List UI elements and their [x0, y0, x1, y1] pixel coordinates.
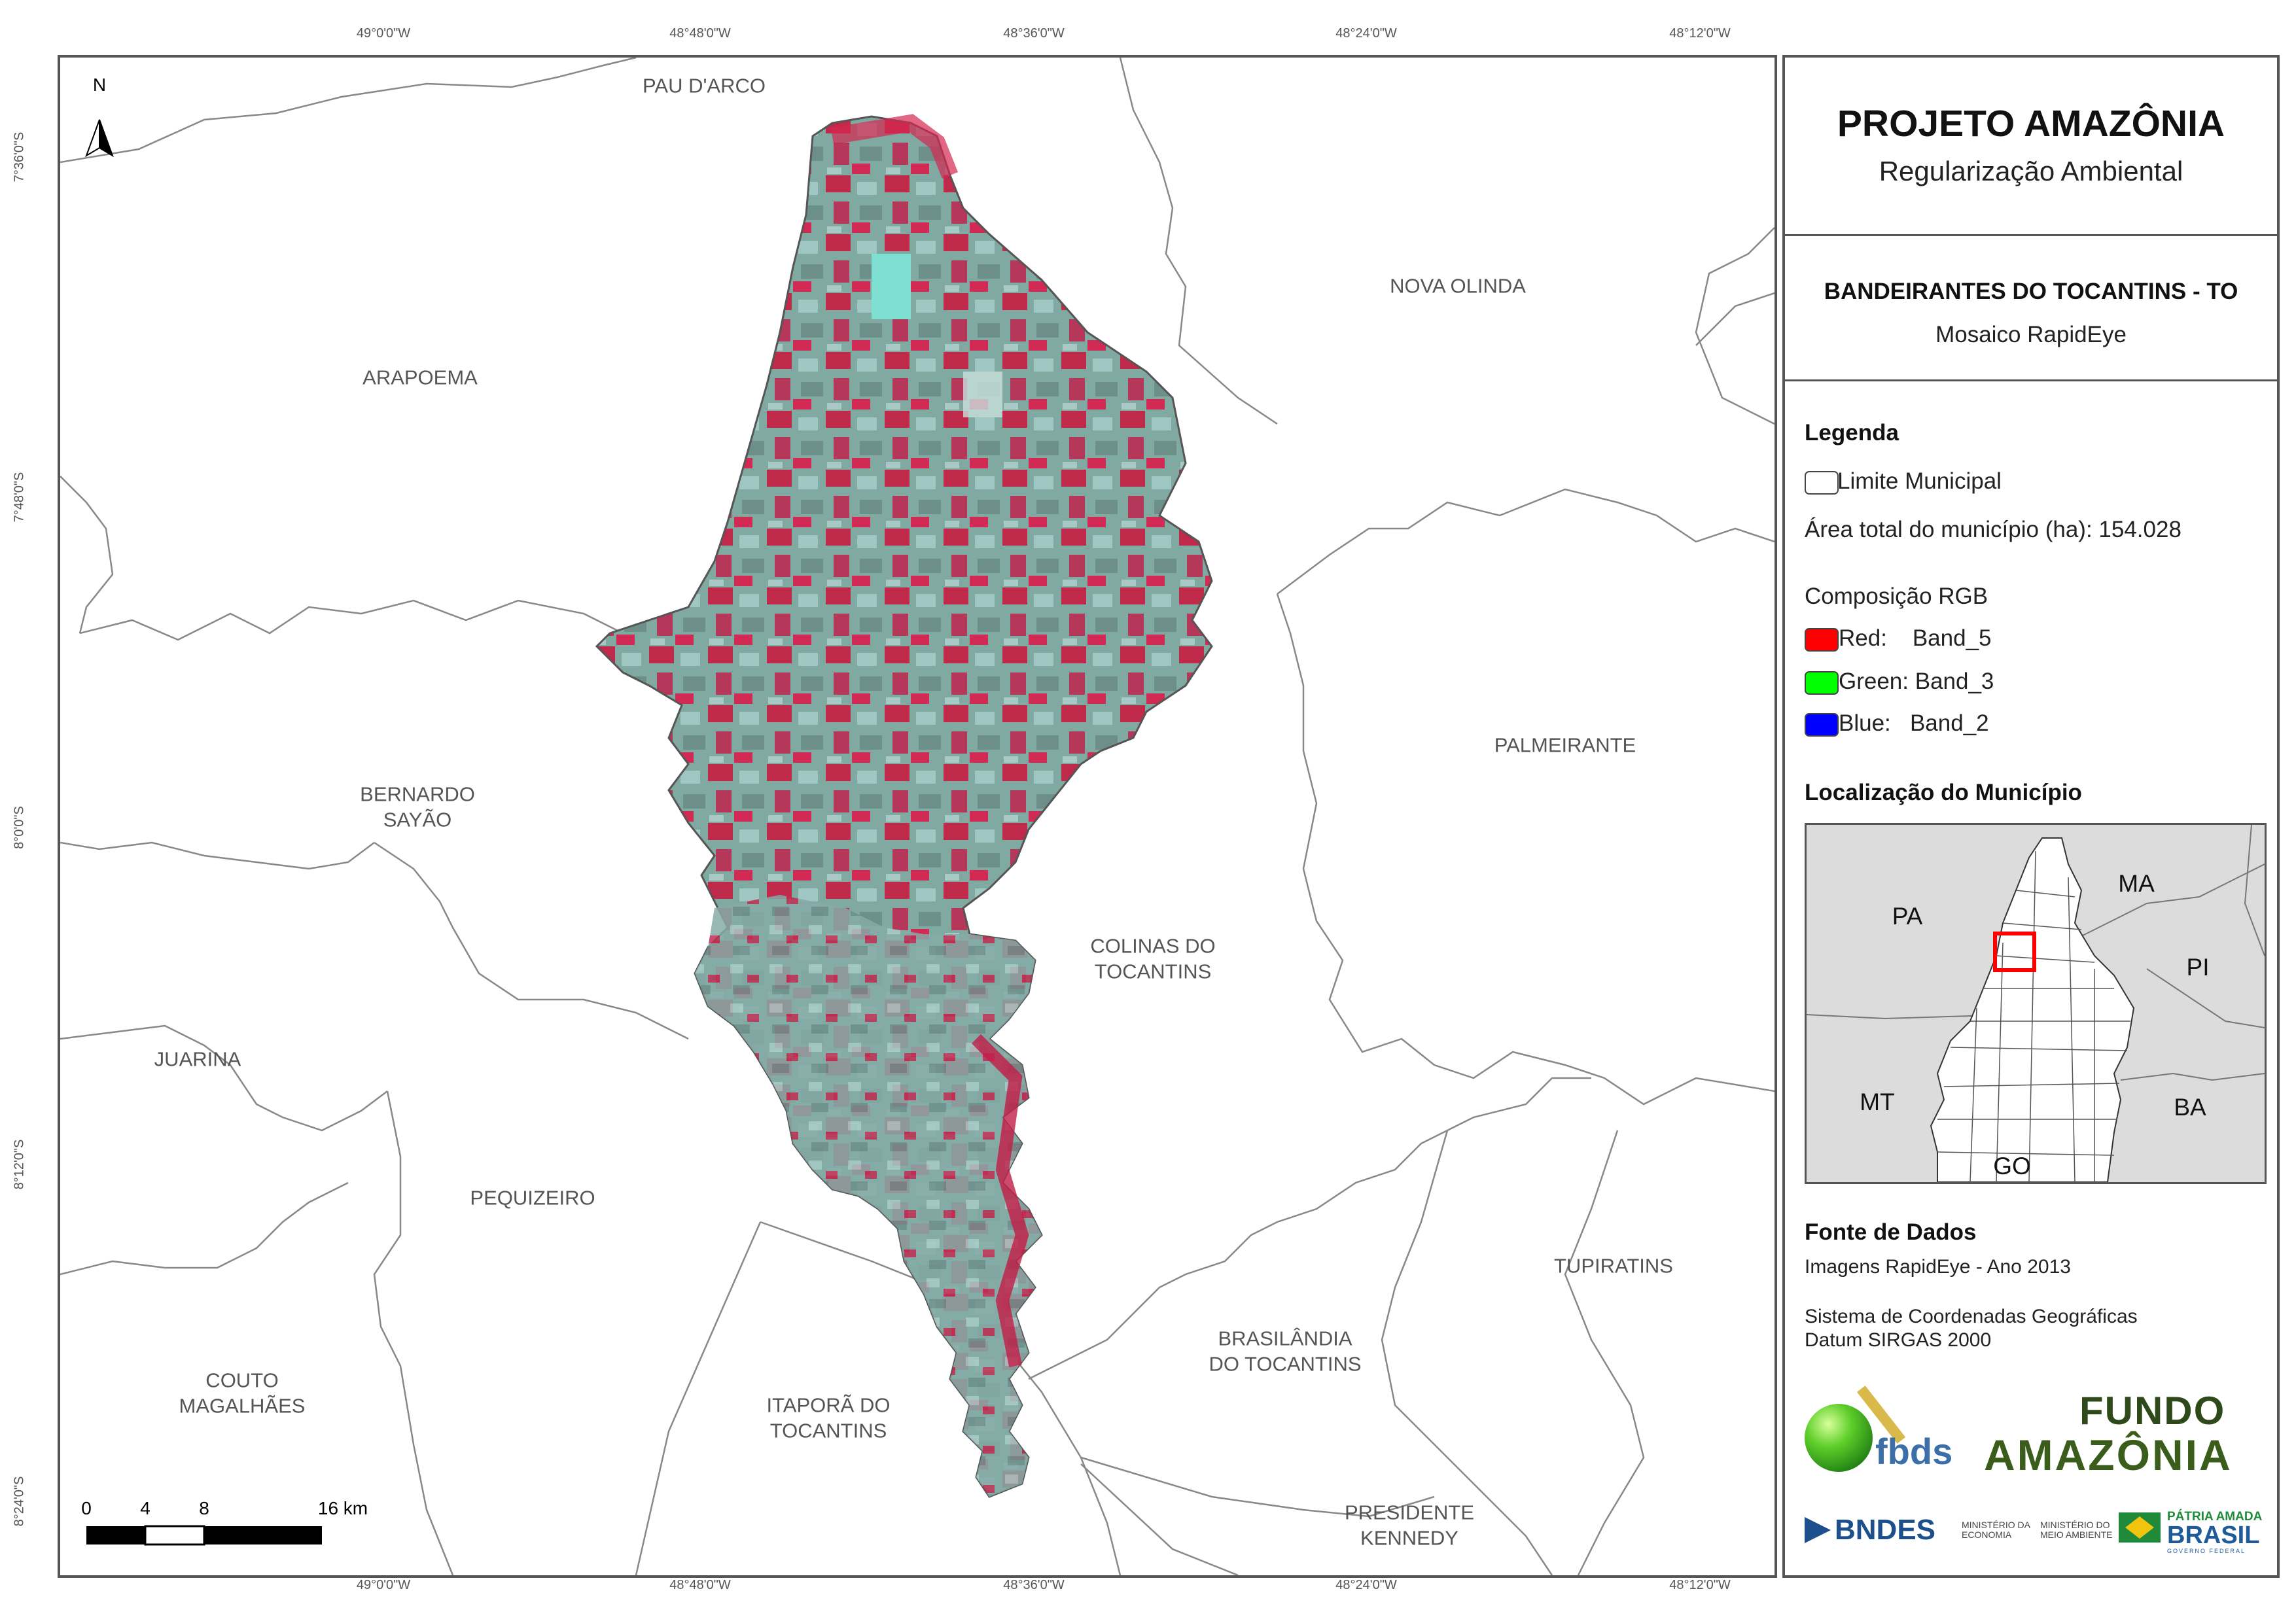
- red-swatch: [1805, 628, 1839, 652]
- fbds-text: fbds: [1875, 1431, 1953, 1472]
- mosaic-label: Mosaico RapidEye: [1935, 322, 2127, 347]
- green-band-label: Green: Band_3: [1839, 669, 1994, 694]
- ministerio-meio-ambiente: MINISTÉRIO DO MEIO AMBIENTE: [2040, 1520, 2113, 1541]
- brasil-text: BRASIL: [2167, 1522, 2260, 1549]
- coord-bottom-4: 48°24'0"W: [1335, 1578, 1397, 1592]
- coord-bottom-2: 48°48'0"W: [669, 1578, 731, 1592]
- red-band-label: Red: Band_5: [1839, 625, 1992, 651]
- label-pau-darco: PAU D'ARCO: [643, 74, 766, 97]
- bndes-mark-icon: [1805, 1517, 1831, 1543]
- label-brasilandia: BRASILÂNDIA DO TOCANTINS: [1209, 1327, 1362, 1375]
- source-images: Imagens RapidEye - Ano 2013: [1805, 1256, 2071, 1278]
- inset-label-ma: MA: [2118, 870, 2155, 897]
- coord-left-1: 7°36'0"S: [12, 131, 27, 183]
- label-colinas: COLINAS DO TOCANTINS: [1090, 934, 1216, 983]
- coord-bottom-1: 49°0'0"W: [356, 1578, 411, 1592]
- label-arapoema: ARAPOEMA: [362, 366, 478, 389]
- fbds-logo: fbds: [1805, 1386, 1962, 1477]
- north-letter: N: [92, 75, 107, 95]
- municipality-name: BANDEIRANTES DO TOCANTINS - TO: [1824, 279, 2238, 304]
- project-title: PROJETO AMAZÔNIA: [1837, 103, 2225, 145]
- source-heading: Fonte de Dados: [1805, 1219, 1977, 1245]
- project-subtitle: Regularização Ambiental: [1879, 156, 2183, 186]
- source-coords: Sistema de Coordenadas Geográficas: [1805, 1306, 2138, 1327]
- governo-federal-text: GOVERNO FEDERAL: [2167, 1548, 2246, 1554]
- map-canvas: [60, 58, 1775, 1575]
- label-nova-olinda: NOVA OLINDA: [1390, 274, 1526, 298]
- limit-label: Limite Municipal: [1837, 468, 2002, 494]
- coord-left-2: 7°48'0"S: [12, 472, 27, 523]
- green-swatch: [1805, 671, 1839, 695]
- blue-band-label: Blue: Band_2: [1839, 710, 1989, 736]
- inset-label-mt: MT: [1860, 1089, 1895, 1115]
- label-palmeirante: PALMEIRANTE: [1494, 733, 1636, 757]
- scale-bar-graphic: [86, 1525, 322, 1546]
- scale-label-4: 4: [140, 1498, 150, 1518]
- inset-label-go: GO: [1993, 1153, 2031, 1179]
- scale-label-8: 8: [199, 1498, 209, 1518]
- fundo-line1: FUNDO: [2079, 1389, 2226, 1433]
- coord-bottom-3: 48°36'0"W: [1003, 1578, 1065, 1592]
- coord-bottom-5: 48°12'0"W: [1669, 1578, 1731, 1592]
- coord-left-4: 8°12'0"S: [12, 1139, 27, 1190]
- title-section: PROJETO AMAZÔNIA Regularização Ambiental: [1785, 58, 2277, 236]
- scale-label-0: 0: [81, 1498, 92, 1518]
- rgb-heading: Composição RGB: [1805, 584, 1988, 609]
- inset-label-pi: PI: [2186, 954, 2210, 981]
- patria-amada-text: PÁTRIA AMADA: [2167, 1510, 2263, 1524]
- coord-top-5: 48°12'0"W: [1669, 26, 1731, 41]
- ministerio-economia: MINISTÉRIO DA ECONOMIA: [1962, 1520, 2031, 1541]
- coord-top-1: 49°0'0"W: [356, 26, 411, 41]
- inset-canvas: [1807, 825, 2265, 1182]
- label-itapora: ITAPORÃ DO TOCANTINS: [766, 1393, 891, 1442]
- coord-top-4: 48°24'0"W: [1335, 26, 1397, 41]
- coord-top-3: 48°36'0"W: [1003, 26, 1065, 41]
- inset-label-ba: BA: [2174, 1094, 2206, 1121]
- limit-swatch: [1805, 471, 1839, 495]
- scale-label-16: 16 km: [317, 1498, 368, 1518]
- location-highlight: [1993, 932, 2036, 972]
- source-datum: Datum SIRGAS 2000: [1805, 1329, 1992, 1351]
- label-pequizeiro: PEQUIZEIRO: [470, 1186, 595, 1210]
- coord-top-2: 48°48'0"W: [669, 26, 731, 41]
- location-inset-map: PA MA PI MT BA GO: [1805, 823, 2267, 1184]
- location-heading: Localização do Município: [1805, 780, 2082, 805]
- coord-left-5: 8°24'0"S: [12, 1476, 27, 1527]
- map-frame[interactable]: PAU D'ARCO NOVA OLINDA ARAPOEMA PALMEIRA…: [58, 55, 1777, 1578]
- legend-heading: Legenda: [1805, 420, 1899, 445]
- bndes-logo: BNDES: [1805, 1514, 1935, 1546]
- municipality-section: BANDEIRANTES DO TOCANTINS - TO Mosaico R…: [1785, 234, 2277, 381]
- municipality-mosaic: [595, 114, 1213, 1498]
- coord-left-3: 8°0'0"S: [12, 806, 27, 849]
- fundo-amazonia-logo: FUNDO AMAZÔNIA: [1981, 1386, 2256, 1484]
- inset-label-pa: PA: [1892, 903, 1923, 930]
- label-presidente-kennedy: PRESIDENTE KENNEDY: [1344, 1501, 1475, 1549]
- legend-panel: PROJETO AMAZÔNIA Regularização Ambiental…: [1782, 55, 2280, 1578]
- blue-swatch: [1805, 713, 1839, 737]
- bndes-text: BNDES: [1835, 1514, 1936, 1546]
- label-tupiratins: TUPIRATINS: [1554, 1254, 1673, 1278]
- fundo-line2: AMAZÔNIA: [1984, 1431, 2233, 1479]
- municipal-boundaries: [60, 58, 1775, 1575]
- total-area: Área total do município (ha): 154.028: [1805, 517, 2181, 542]
- fbds-ball-icon: [1805, 1404, 1873, 1472]
- governo-federal-logo: PÁTRIA AMADA BRASIL GOVERNO FEDERAL: [2119, 1506, 2263, 1554]
- label-bernardo-sayao: BERNARDO SAYÃO: [360, 782, 475, 831]
- north-arrow-icon: [85, 119, 114, 158]
- label-couto: COUTO MAGALHÃES: [179, 1369, 306, 1417]
- label-juarina: JUARINA: [154, 1047, 241, 1071]
